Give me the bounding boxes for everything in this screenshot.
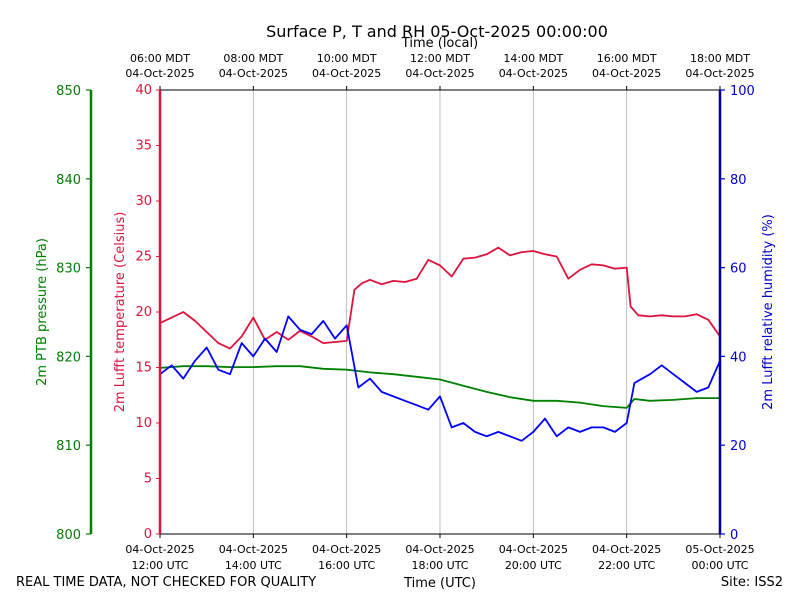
humidity-tick-label: 80 [730,173,747,188]
top-tick-label-time: 10:00 MDT [317,52,377,65]
pressure-tick-label: 820 [56,350,81,365]
grid-lines [252,90,628,534]
x-tick-label-date: 05-Oct-2025 [685,543,754,556]
top-tick-label-time: 08:00 MDT [223,52,283,65]
temperature-tick-label: 35 [135,139,152,154]
temperature-tick-label: 15 [135,361,152,376]
temperature-series-line [159,246,721,350]
temperature-axis-label: 2m Lufft temperature (Celsius) [113,212,128,413]
temperature-tick-label: 20 [135,305,152,320]
x-tick-label-time: 20:00 UTC [505,559,562,572]
top-tick-label-time: 14:00 MDT [503,52,563,65]
top-tick-label-time: 06:00 MDT [130,52,190,65]
pressure-tick-label: 840 [56,173,81,188]
temperature-tick-label: 30 [135,194,152,209]
pressure-axis-label: 2m PTB pressure (hPa) [35,238,50,386]
top-tick-label-date: 04-Oct-2025 [312,67,381,80]
top-axis-label: Time (local) [401,36,478,51]
top-tick-label-time: 12:00 MDT [410,52,470,65]
top-tick-label-date: 04-Oct-2025 [592,67,661,80]
x-axis-label: Time (UTC) [404,576,476,591]
top-tick-label-time: 16:00 MDT [597,52,657,65]
site-label: Site: ISS2 [720,575,783,590]
humidity-axis-label: 2m Lufft relative humidity (%) [761,214,776,410]
x-tick-label-date: 04-Oct-2025 [405,543,474,556]
temperature-tick-label: 25 [135,250,152,265]
series-layer [159,246,721,442]
quality-disclaimer: REAL TIME DATA, NOT CHECKED FOR QUALITY [16,575,317,590]
temperature-tick-label: 10 [135,416,152,431]
humidity-tick-label: 100 [730,84,755,99]
top-tick-label-date: 04-Oct-2025 [499,67,568,80]
pressure-series-line [159,365,720,409]
pressure-tick-label: 800 [56,528,81,543]
x-tick-label-date: 04-Oct-2025 [592,543,661,556]
x-tick-label-time: 18:00 UTC [411,559,468,572]
top-tick-label-date: 04-Oct-2025 [219,67,288,80]
top-tick-label-time: 18:00 MDT [690,52,750,65]
pressure-tick-label: 850 [56,84,81,99]
top-tick-label-date: 04-Oct-2025 [685,67,754,80]
chart-title: Surface P, T and RH 05-Oct-2025 00:00:00 [266,22,608,41]
x-tick-label-time: 22:00 UTC [598,559,655,572]
humidity-tick-label: 40 [730,350,747,365]
temperature-tick-label: 5 [144,472,152,487]
humidity-series-line [159,315,721,442]
x-tick-label-time: 12:00 UTC [131,559,188,572]
x-tick-label-time: 00:00 UTC [691,559,748,572]
x-tick-label-date: 04-Oct-2025 [219,543,288,556]
temperature-tick-label: 40 [135,83,152,98]
x-tick-label-date: 04-Oct-2025 [312,543,381,556]
humidity-tick-label: 0 [730,528,738,543]
humidity-tick-label: 20 [730,439,747,454]
humidity-tick-label: 60 [730,262,747,277]
x-tick-label-date: 04-Oct-2025 [499,543,568,556]
pressure-tick-label: 810 [56,439,81,454]
x-tick-label-date: 04-Oct-2025 [125,543,194,556]
top-tick-label-date: 04-Oct-2025 [125,67,194,80]
pressure-tick-label: 830 [56,262,81,277]
tick-layer: 04-Oct-2025 12:00 UTC 04-Oct-2025 14:00 UTC… [56,52,755,572]
top-tick-label-date: 04-Oct-2025 [405,67,474,80]
x-tick-label-time: 16:00 UTC [318,559,375,572]
x-tick-label-time: 14:00 UTC [225,559,282,572]
temperature-tick-label: 0 [144,527,152,542]
